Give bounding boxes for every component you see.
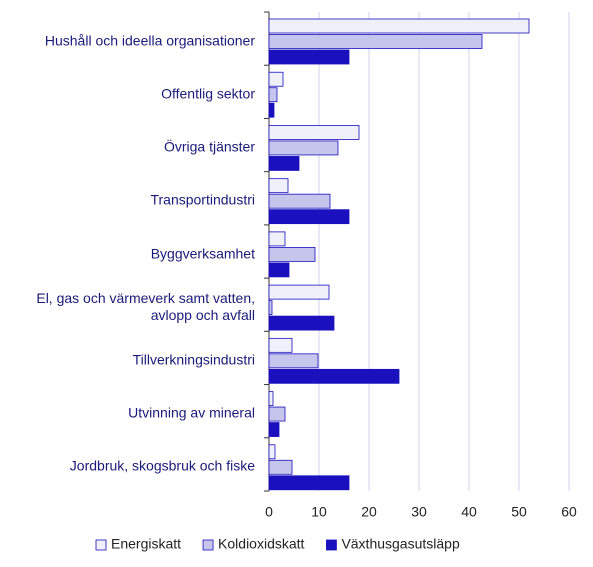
bar <box>268 353 319 369</box>
bar <box>268 262 290 278</box>
bar <box>268 178 289 194</box>
category-label: Offentlig sektor <box>161 85 255 102</box>
category-label: Övriga tjänster <box>163 138 255 155</box>
bar <box>268 300 273 316</box>
bar <box>268 125 360 140</box>
bar <box>268 193 331 209</box>
bar <box>268 406 286 422</box>
bar <box>268 140 339 156</box>
bar <box>268 156 300 171</box>
bar <box>268 284 330 300</box>
bar <box>268 475 350 491</box>
x-tick-label: 50 <box>511 504 527 520</box>
bar <box>268 459 293 475</box>
bar <box>268 102 275 118</box>
bar <box>268 34 483 49</box>
bar <box>268 246 316 262</box>
x-tick-label: 20 <box>361 504 377 520</box>
bar <box>268 368 400 384</box>
bar <box>268 422 280 437</box>
category-label: Hushåll och ideella organisationer <box>44 32 255 49</box>
bar <box>268 87 278 103</box>
bar <box>268 315 335 331</box>
category-label: Byggverksamhet <box>150 245 255 261</box>
x-tick-label: 40 <box>461 504 477 520</box>
category-label: Utvinning av mineral <box>128 404 255 421</box>
x-tick-label: 0 <box>265 504 273 520</box>
category-label: Tillverkningsindustri <box>132 351 255 368</box>
legend-label: Växthusgasutsläpp <box>341 536 460 552</box>
x-tick-label: 30 <box>411 504 427 520</box>
bar <box>268 337 293 353</box>
bar <box>268 209 350 225</box>
legend-label: Energiskatt <box>111 536 181 552</box>
bar <box>268 71 284 87</box>
category-label: El, gas och värmeverk samt vatten, avlop… <box>36 289 255 323</box>
legend-swatch <box>326 539 337 551</box>
x-tick-label: 60 <box>561 504 577 520</box>
bar <box>268 231 286 247</box>
x-tick-label: 10 <box>311 504 327 520</box>
category-label: Jordbruk, skogsbruk och fiske <box>69 457 255 474</box>
bar <box>268 391 274 406</box>
legend-swatch <box>202 539 214 551</box>
bar <box>268 444 276 460</box>
category-label: Transportindustri <box>150 191 255 208</box>
legend-label: Koldioxidskatt <box>218 536 304 552</box>
bar <box>268 18 530 34</box>
bar <box>268 49 350 65</box>
legend-swatch <box>95 539 107 551</box>
